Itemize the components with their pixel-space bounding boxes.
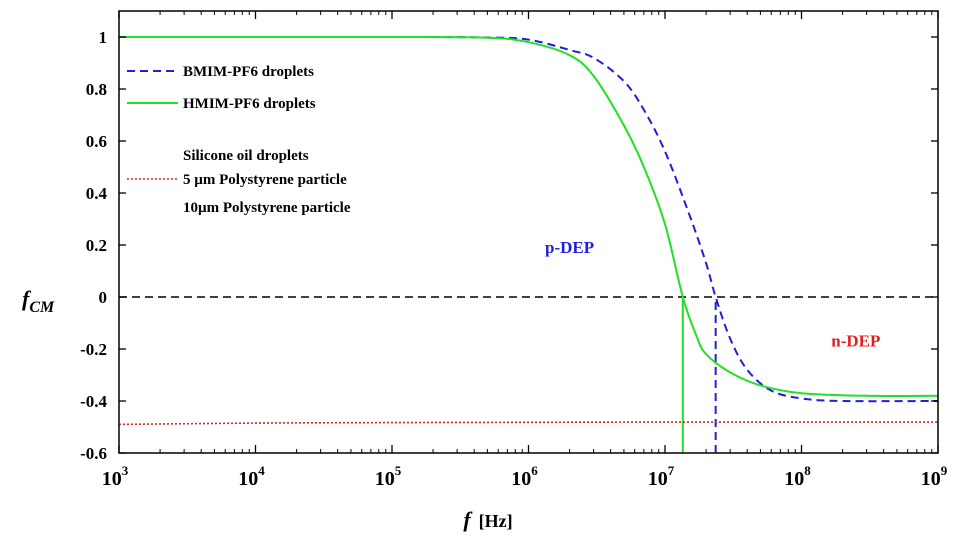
x-tick-label: 108 (784, 463, 811, 490)
x-tick-exponent: 6 (531, 463, 538, 478)
y-tick-label: 0.2 (86, 236, 107, 255)
region-label-2: n-DEP (831, 331, 880, 350)
y-axis-title: fCM (22, 286, 55, 316)
y-tick-label: -0.4 (80, 392, 107, 411)
x-tick-base: 10 (921, 468, 941, 490)
y-tick-label: 0.4 (86, 184, 108, 203)
legend: BMIM-PF6 droplets HMIM-PF6 droplets Silico… (127, 64, 351, 216)
x-axis-title-main: f (463, 507, 473, 532)
x-tick-base: 10 (102, 468, 122, 490)
legend-label: 10µm Polystyrene particle (183, 200, 351, 216)
y-axis-title-main: f (22, 286, 32, 311)
x-axis-title-unit: [Hz] (479, 511, 513, 531)
y-axis-title-subscript: CM (29, 299, 55, 316)
y-tick-label: 0 (99, 288, 108, 307)
x-tick-exponent: 7 (668, 463, 675, 478)
y-tick-label: 0.6 (86, 132, 107, 151)
y-tick-label: 1 (99, 28, 108, 47)
x-tick-exponent: 9 (941, 463, 948, 478)
x-tick-label: 109 (921, 463, 948, 490)
x-tick-label: 104 (238, 463, 265, 490)
x-tick-exponent: 4 (258, 463, 265, 478)
x-tick-base: 10 (784, 468, 804, 490)
legend-label: Silicone oil droplets (183, 148, 309, 164)
x-tick-base: 10 (511, 468, 531, 490)
x-tick-base: 10 (238, 468, 258, 490)
legend-label: 5 µm Polystyrene particle (183, 172, 347, 188)
series-line-2 (118, 35, 939, 397)
series-line-3 (118, 421, 938, 426)
region-label-1: p-DEP (545, 238, 594, 257)
x-tick-label: 103 (102, 463, 129, 490)
x-tick-base: 10 (648, 468, 668, 490)
x-tick-exponent: 5 (395, 463, 402, 478)
series-layer (118, 35, 939, 453)
y-tick-label: -0.2 (80, 340, 107, 359)
y-tick-label: -0.6 (80, 444, 107, 463)
x-tick-label: 106 (511, 463, 538, 490)
x-tick-exponent: 8 (804, 463, 811, 478)
legend-label: BMIM-PF6 droplets (183, 64, 314, 80)
x-tick-exponent: 3 (122, 463, 129, 478)
annotation-layer: p-DEP n-DEP (545, 238, 880, 351)
x-tick-label: 105 (375, 463, 402, 490)
x-tick-base: 10 (375, 468, 395, 490)
legend-label: HMIM-PF6 droplets (183, 96, 316, 112)
y-tick-label: 0.8 (86, 80, 107, 99)
series-line-1 (118, 35, 939, 403)
x-axis-title: f [Hz] (463, 507, 512, 532)
x-tick-label: 107 (648, 463, 675, 490)
